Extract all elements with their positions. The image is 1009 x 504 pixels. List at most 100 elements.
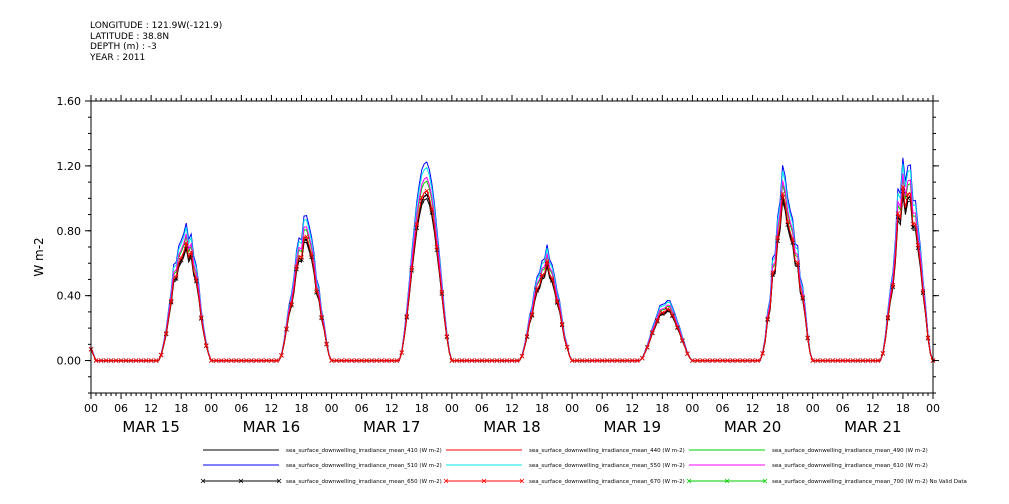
series-marker-7 (810, 358, 815, 363)
date-label: MAR 15 (122, 418, 179, 436)
year-label: YEAR : 2011 (90, 52, 146, 63)
series-marker-7 (855, 358, 861, 363)
series-marker-6 (429, 210, 435, 215)
series-marker-7 (544, 259, 550, 264)
legend-label: sea_surface_downwelling_irradiance_mean_… (286, 448, 442, 454)
series-marker-7 (514, 358, 520, 363)
series-marker-7 (133, 358, 139, 363)
series-marker-7 (188, 250, 194, 255)
x-tick-label: 00 (204, 402, 218, 415)
legend-marker (724, 478, 730, 484)
series-marker-7 (499, 358, 505, 363)
series-marker-7 (229, 358, 234, 363)
series-marker-7 (429, 206, 435, 212)
x-tick-label: 12 (505, 402, 519, 415)
series-marker-7 (640, 355, 645, 361)
series-marker-7 (474, 358, 480, 363)
series-marker-7 (534, 286, 540, 292)
series-marker-7 (619, 358, 625, 363)
date-label: MAR 21 (844, 418, 901, 436)
series-marker-7 (715, 358, 720, 363)
metadata-block: LONGITUDE : 121.9W(-121.9) LATITUDE : 38… (90, 21, 222, 63)
series-marker-7 (123, 358, 129, 363)
series-marker-7 (775, 235, 780, 241)
series-marker-7 (449, 358, 455, 363)
series-marker-7 (459, 358, 465, 363)
series-marker-7 (900, 185, 906, 190)
legend-label: sea_surface_downwelling_irradiance_mean_… (529, 463, 685, 469)
series-marker-7 (304, 234, 309, 239)
series-marker-7 (409, 266, 415, 271)
series-marker-7 (820, 358, 826, 363)
x-tick-label: 12 (625, 402, 639, 415)
series-marker-7 (905, 191, 911, 197)
series-marker-7 (183, 240, 189, 246)
series-marker-7 (524, 333, 530, 339)
y-tick-label: 0.00 (57, 355, 82, 368)
series-marker-7 (549, 276, 555, 281)
series-marker-7 (103, 358, 109, 363)
date-label: MAR 17 (363, 418, 420, 436)
series-marker-7 (234, 358, 239, 363)
series-marker-7 (539, 272, 545, 278)
series-marker-7 (314, 288, 319, 294)
series-marker-7 (589, 358, 595, 363)
series-marker-7 (249, 358, 254, 363)
x-tick-label: 18 (655, 402, 669, 415)
x-tick-label: 18 (415, 402, 429, 415)
x-tick-label: 06 (234, 402, 248, 415)
series-marker-7 (138, 358, 144, 363)
series-marker-7 (635, 358, 640, 363)
x-tick-label: 00 (565, 402, 579, 415)
series-marker-7 (264, 358, 269, 363)
x-tick-label: 18 (174, 402, 188, 415)
series-marker-7 (494, 358, 500, 363)
series-marker-7 (344, 358, 349, 363)
series-marker-7 (219, 358, 224, 363)
axes-layer: 1.60 1.20 0.80 0.40 0.00 00 06 12 18 00 06 12 18 00 06… (32, 95, 940, 436)
series-marker-7 (419, 195, 425, 200)
series-marker-7 (339, 358, 344, 363)
x-tick-label: 12 (385, 402, 399, 415)
legend-marker (762, 478, 768, 484)
legend-label: sea_surface_downwelling_irradiance_mean_… (286, 479, 442, 485)
legend-label: sea_surface_downwelling_irradiance_mean_… (772, 479, 967, 485)
date-label: MAR 18 (483, 418, 540, 436)
series-marker-7 (790, 237, 795, 243)
series-marker-7 (730, 358, 735, 363)
series-marker-7 (424, 188, 430, 194)
series-marker-7 (630, 358, 635, 363)
series-marker-7 (845, 358, 851, 363)
series-marker-7 (645, 344, 650, 350)
x-tick-label: 06 (836, 402, 850, 415)
series-marker-7 (93, 358, 99, 363)
date-label: MAR 16 (243, 418, 300, 436)
legend-marker (276, 478, 282, 484)
series-marker-7 (655, 318, 660, 323)
series-marker-7 (394, 358, 400, 363)
plot-frame (90, 100, 934, 394)
x-tick-label: 00 (325, 402, 339, 415)
series-marker-7 (359, 358, 364, 363)
series-marker-7 (850, 358, 856, 363)
series-marker-7 (163, 331, 169, 336)
series-marker-7 (259, 358, 264, 363)
series-marker-7 (289, 301, 294, 307)
series-marker-7 (153, 358, 159, 363)
series-marker-7 (604, 358, 610, 363)
series-marker-7 (660, 310, 665, 315)
series-layer (88, 157, 936, 363)
series-line-0 (90, 195, 934, 362)
legend-marker (686, 478, 692, 484)
series-marker-7 (108, 358, 114, 363)
series-marker-7 (670, 312, 675, 318)
series-marker-7 (579, 358, 585, 363)
series-marker-7 (113, 358, 119, 363)
legend-label: sea_surface_downwelling_irradiance_mean_… (529, 479, 685, 485)
series-line-1 (90, 191, 934, 362)
depth-label: DEPTH (m) : -3 (90, 42, 157, 52)
series-marker-7 (624, 358, 630, 363)
series-marker-7 (484, 358, 490, 363)
series-marker-7 (349, 358, 354, 363)
series-marker-7 (569, 358, 575, 363)
